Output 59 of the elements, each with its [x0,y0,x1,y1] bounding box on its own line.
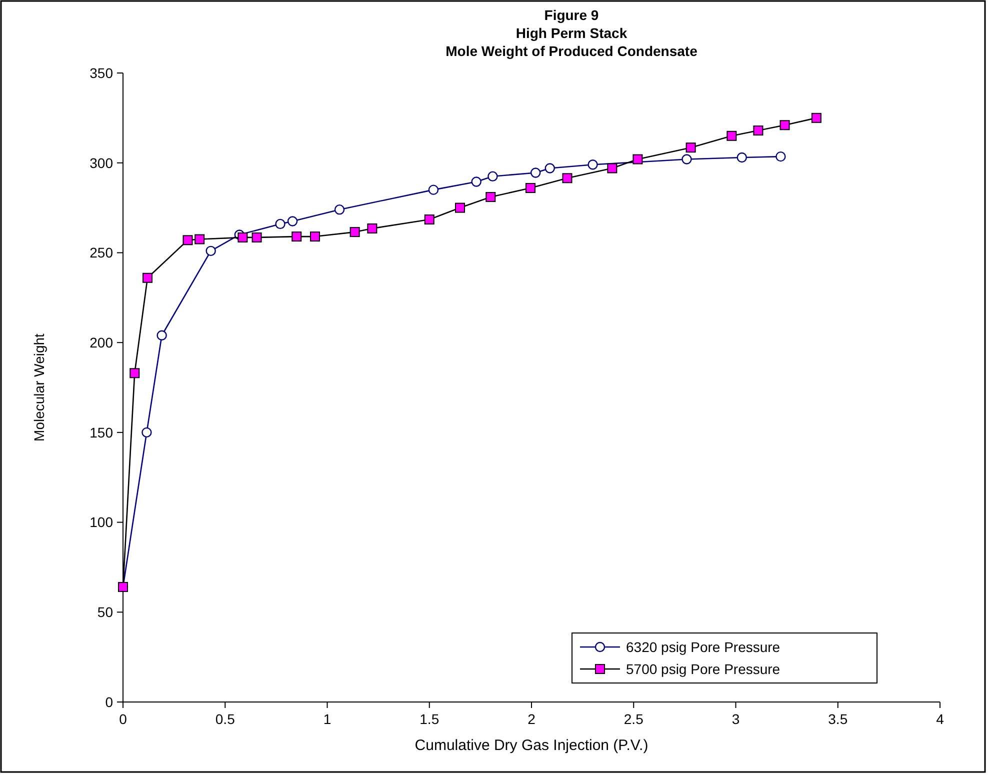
x-tick-label: 1.5 [420,711,440,727]
point [562,173,572,184]
x-tick-label: 3.5 [828,711,848,727]
point [525,183,536,194]
y-tick-label: 150 [90,424,114,440]
point [287,216,298,226]
point [588,160,598,170]
point [310,232,320,242]
x-tick-label: 0.5 [215,711,236,727]
x-axis-title: Cumulative Dry Gas Injection (P.V.) [414,737,648,754]
x-tick-label: 0 [119,711,128,727]
point [130,368,140,378]
point [486,192,496,202]
point [455,202,466,213]
point [182,235,193,246]
x-tick-label: 4 [936,711,944,727]
point [367,223,378,234]
point [811,112,822,123]
x-tick-label: 2 [528,711,536,727]
legend-label: 6320 psig Pore Pressure [626,638,780,655]
y-tick-label: 350 [90,64,114,81]
chart-title: Figure 9 High Perm Stack Mole Weight of Produced Condensate [446,7,698,59]
point [206,246,216,256]
legend-label: 5700 psig Pore Pressure [626,660,780,677]
point [471,176,482,187]
point [736,152,747,163]
point [607,163,618,174]
point [780,120,790,130]
point [252,232,262,242]
point [142,272,153,283]
point [428,184,439,195]
point [726,130,737,141]
point [632,154,643,164]
point [238,232,248,242]
point [776,151,786,162]
y-axis-title: Molecular Weight [31,333,47,442]
point [142,427,152,438]
point [194,234,205,244]
point [275,218,286,230]
point [682,154,692,164]
point [424,214,434,224]
x-tick-label: 2.5 [624,711,644,727]
y-tick-label: 200 [90,334,114,350]
point [686,142,696,153]
point [350,227,360,238]
point [292,232,302,242]
point [753,126,764,136]
point [334,204,345,215]
y-tick-label: 250 [90,244,114,261]
y-tick-label: 50 [97,604,114,620]
point [530,168,541,178]
x-tick-label: 3 [732,711,740,727]
point [544,163,555,174]
y-tick-label: 0 [105,694,114,710]
point [488,171,498,182]
y-tick-label: 100 [90,514,114,530]
point [156,330,167,340]
y-tick-label: 300 [90,154,114,171]
x-tick-label: 1 [323,711,332,727]
